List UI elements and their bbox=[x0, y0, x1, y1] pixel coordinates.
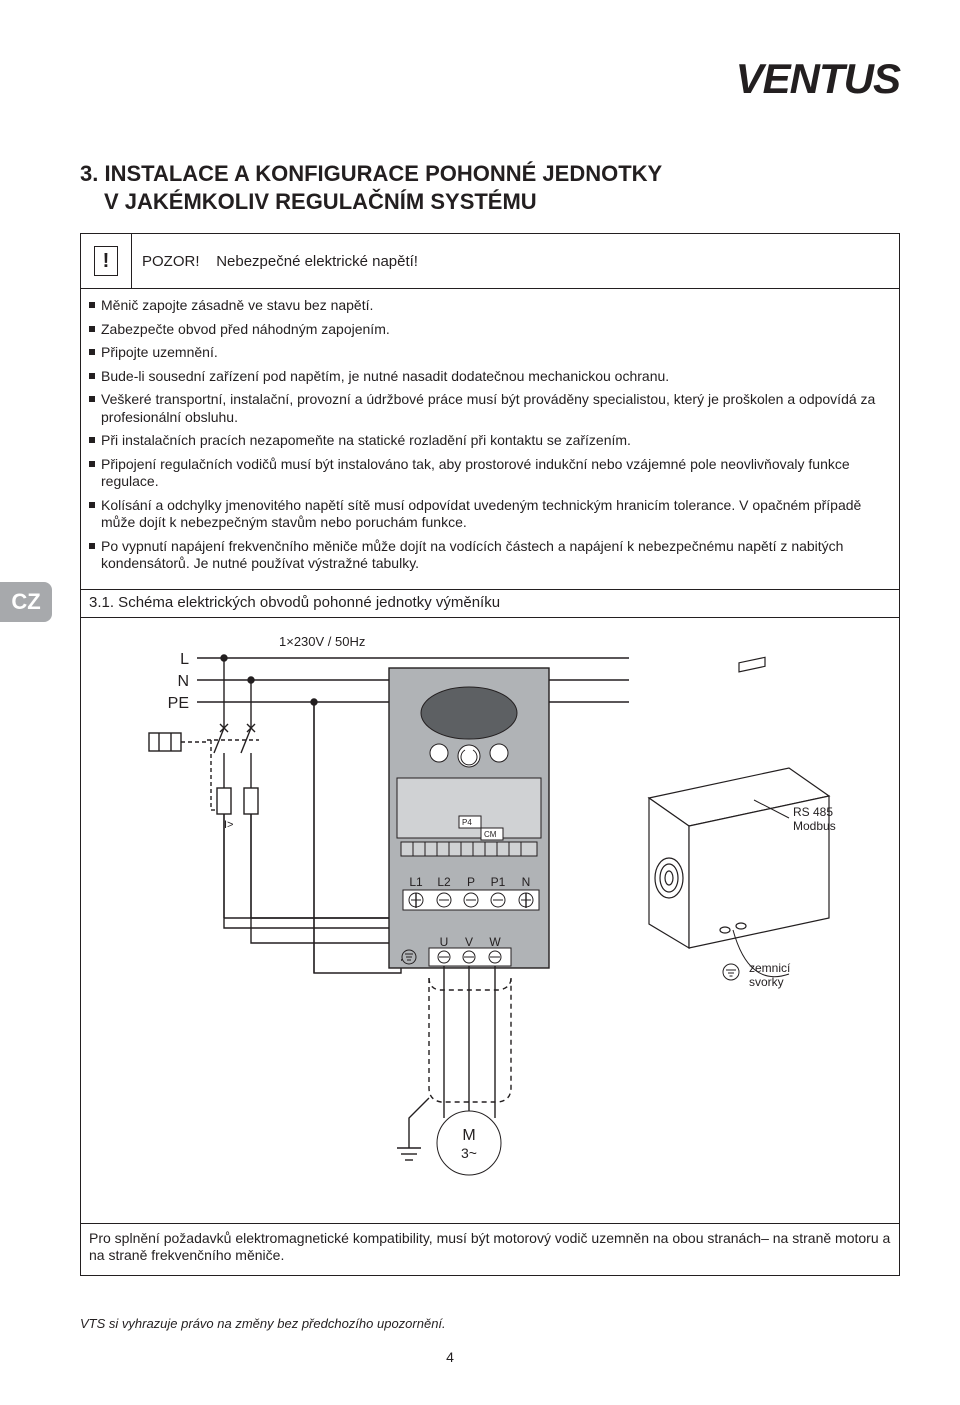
svg-text:3~: 3~ bbox=[461, 1145, 477, 1161]
converter-3d-icon bbox=[649, 657, 829, 948]
mechanical-link-icon bbox=[149, 733, 207, 751]
wiring-diagram: 1×230V / 50Hz L N PE bbox=[81, 617, 899, 1223]
brand-logo: VENTUS bbox=[736, 55, 900, 103]
disclaimer: VTS si vyhrazuje právo na změny bez před… bbox=[80, 1316, 900, 1331]
bullet-item: Měnič zapojte zásadně ve stavu bez napět… bbox=[89, 297, 891, 315]
heading-line-1: 3. INSTALACE A KONFIGURACE POHONNÉ JEDNO… bbox=[80, 161, 662, 186]
svg-text:U: U bbox=[440, 935, 449, 949]
motor-icon: M 3~ bbox=[437, 1111, 501, 1175]
supply-label: 1×230V / 50Hz bbox=[279, 634, 365, 649]
heading-line-2: V JAKÉMKOLIV REGULAČNÍM SYSTÉMU bbox=[80, 188, 900, 216]
content-box: ! POZOR! Nebezpečné elektrické napětí! M… bbox=[80, 233, 900, 1276]
bullet-item: Při instalačních pracích nezapomeňte na … bbox=[89, 432, 891, 450]
phase-L: L bbox=[180, 651, 189, 668]
footer-note: Pro splnění požadavků elektromagnetické … bbox=[81, 1223, 899, 1275]
svg-text:RS 485 Modbus: RS 485 Modbus bbox=[793, 805, 836, 833]
svg-text:P1: P1 bbox=[491, 875, 506, 889]
phase-PE: PE bbox=[168, 695, 189, 712]
warning-icon-cell: ! bbox=[81, 234, 132, 288]
svg-text:L1: L1 bbox=[409, 875, 423, 889]
bullet-item: Zabezpečte obvod před náhodným zapojením… bbox=[89, 321, 891, 339]
svg-text:W: W bbox=[489, 935, 501, 949]
svg-text:N: N bbox=[522, 875, 531, 889]
frequency-drive-icon: P4 CM bbox=[389, 668, 549, 968]
language-tab: CZ bbox=[0, 582, 52, 622]
bullet-item: Připojení regulačních vodičů musí být in… bbox=[89, 456, 891, 491]
svg-text:M: M bbox=[462, 1127, 475, 1144]
svg-text:V: V bbox=[465, 935, 473, 949]
earth-icon bbox=[397, 1148, 421, 1160]
bullet-item: Veškeré transportní, instalační, provozn… bbox=[89, 391, 891, 426]
bullet-item: Připojte uzemnění. bbox=[89, 344, 891, 362]
circuit-breaker-icon bbox=[207, 724, 259, 788]
warning-label: POZOR! bbox=[142, 253, 200, 270]
exclamation-icon: ! bbox=[94, 246, 118, 276]
warning-message: Nebezpečné elektrické napětí! bbox=[216, 253, 418, 270]
subsection-heading: 3.1. Schéma elektrických obvodů pohonné … bbox=[81, 589, 899, 617]
svg-text:L2: L2 bbox=[437, 875, 451, 889]
phase-N: N bbox=[177, 673, 189, 690]
svg-text:I>: I> bbox=[224, 819, 233, 831]
svg-text:CM: CM bbox=[484, 830, 497, 839]
section-heading: 3. INSTALACE A KONFIGURACE POHONNÉ JEDNO… bbox=[80, 160, 900, 215]
bullet-item: Kolísání a odchylky jmenovitého napětí s… bbox=[89, 497, 891, 532]
svg-text:P: P bbox=[467, 875, 475, 889]
svg-text:P4: P4 bbox=[462, 818, 472, 827]
bullet-list: Měnič zapojte zásadně ve stavu bez napět… bbox=[81, 289, 899, 589]
warning-text: POZOR! Nebezpečné elektrické napětí! bbox=[132, 241, 428, 282]
warning-row: ! POZOR! Nebezpečné elektrické napětí! bbox=[81, 234, 899, 289]
bullet-item: Po vypnutí napájení frekvenčního měniče … bbox=[89, 538, 891, 573]
bullet-item: Bude-li sousední zařízení pod napětím, j… bbox=[89, 368, 891, 386]
page-number: 4 bbox=[0, 1349, 900, 1365]
